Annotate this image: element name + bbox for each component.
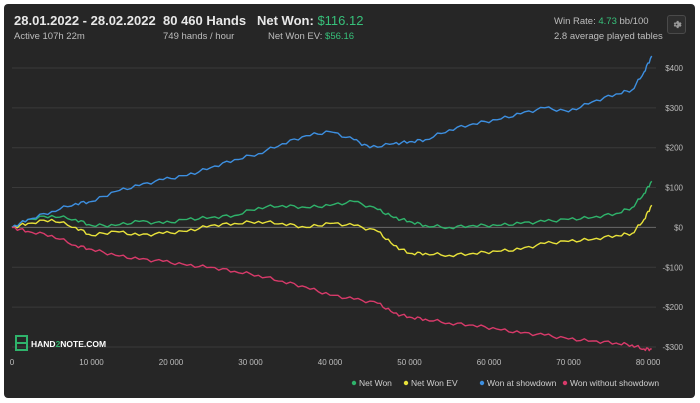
- x-tick-label: 30 000: [238, 358, 263, 367]
- series-line-showdown: [11, 55, 653, 228]
- legend-swatch: [351, 380, 357, 386]
- x-tick-label: 70 000: [556, 358, 581, 367]
- y-tick-label: -$300: [663, 343, 684, 352]
- line-chart: -$300 -$200 -$100 $0 $100 $200 $300 $400 0 10 00…: [10, 55, 684, 388]
- legend: Net Won Net Won EV Won at showdown Won with…: [351, 378, 659, 388]
- hand2note-logo: HAND2NOTE.COM: [15, 335, 106, 351]
- legend-label: Won without showdown: [570, 378, 659, 388]
- x-tick-label: 20 000: [159, 358, 184, 367]
- chart-panel: 28.01.2022 - 28.02.2022 Active 107h 22m …: [4, 4, 695, 398]
- gear-icon[interactable]: [667, 15, 686, 34]
- net-won-label: Net Won:: [257, 13, 314, 28]
- win-rate-label: Win Rate:: [554, 16, 596, 27]
- x-tick-label: 80 000: [636, 358, 661, 367]
- legend-swatch: [403, 380, 409, 386]
- gear-icon-glyph: [673, 20, 682, 29]
- average-tables: 2.8 average played tables: [554, 31, 663, 42]
- legend-swatch: [479, 380, 485, 386]
- logo-text: HAND2NOTE.COM: [31, 339, 106, 349]
- y-tick-label: -$100: [663, 263, 684, 272]
- y-tick-label: $200: [665, 144, 683, 153]
- net-won: Net Won: $116.12: [257, 13, 363, 28]
- hands-per-hour: 749 hands / hour: [163, 31, 235, 42]
- hands-count: 80 460 Hands: [163, 13, 247, 28]
- series-line-net-won: [11, 180, 653, 230]
- y-tick-label: $100: [665, 184, 683, 193]
- win-rate-value: 4.73: [598, 16, 617, 27]
- x-tick-label: 60 000: [477, 358, 502, 367]
- legend-label: Net Won: [359, 378, 392, 388]
- x-tick-label: 50 000: [397, 358, 422, 367]
- legend-label: Net Won EV: [411, 378, 458, 388]
- net-won-ev: Net Won EV: $56.16: [268, 31, 354, 42]
- x-tick-label: 0: [10, 358, 15, 367]
- y-tick-label: $300: [665, 104, 683, 113]
- series-line-net-won-ev: [11, 204, 653, 258]
- y-axis-ticks: -$300 -$200 -$100 $0 $100 $200 $300 $400: [663, 64, 684, 352]
- x-tick-label: 10 000: [79, 358, 104, 367]
- win-rate-unit: bb/100: [619, 16, 649, 27]
- series-lines: [11, 55, 653, 352]
- x-tick-label: 40 000: [318, 358, 343, 367]
- x-axis-ticks: 0 10 000 20 000 30 000 40 000 50 000 60 000 70 …: [10, 358, 661, 367]
- series-line-non-showdown: [11, 226, 652, 352]
- y-tick-label: $400: [665, 64, 683, 73]
- active-time: Active 107h 22m: [14, 31, 85, 42]
- y-tick-label: -$200: [663, 303, 684, 312]
- grid-lines: [12, 67, 656, 348]
- net-won-value: $116.12: [317, 13, 364, 28]
- date-range: 28.01.2022 - 28.02.2022: [14, 13, 156, 28]
- legend-label: Won at showdown: [487, 378, 557, 388]
- net-won-ev-value: $56.16: [325, 31, 355, 42]
- win-rate: Win Rate: 4.73 bb/100: [554, 16, 649, 27]
- net-won-ev-label: Net Won EV:: [268, 31, 323, 42]
- legend-swatch: [562, 380, 568, 386]
- y-tick-label: $0: [674, 223, 683, 232]
